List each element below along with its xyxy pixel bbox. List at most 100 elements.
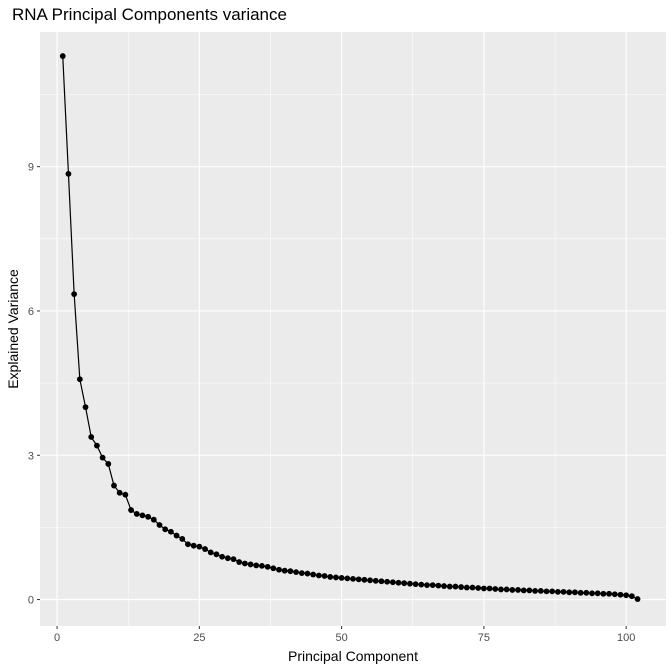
data-point: [594, 590, 601, 597]
data-point: [577, 589, 584, 596]
data-point: [395, 579, 402, 586]
data-point: [207, 549, 214, 556]
series-layer: [59, 53, 641, 602]
data-point: [202, 546, 208, 552]
data-point: [310, 571, 317, 578]
data-point: [611, 591, 618, 598]
data-point: [139, 512, 146, 519]
data-point: [94, 442, 100, 449]
data-point: [264, 563, 271, 570]
y-tick-label: 0: [28, 595, 34, 607]
data-point: [298, 570, 305, 576]
data-point: [441, 583, 447, 589]
data-point: [560, 588, 567, 595]
plot-panel: [40, 32, 666, 626]
data-point: [401, 580, 408, 587]
data-point: [185, 541, 191, 548]
data-point: [236, 559, 243, 565]
data-point: [167, 528, 174, 535]
x-tick-label: 75: [478, 632, 490, 644]
data-point: [532, 587, 539, 594]
data-point: [196, 543, 203, 550]
x-tick-label: 0: [54, 632, 60, 644]
data-point: [105, 461, 112, 467]
data-point: [634, 596, 641, 602]
data-point: [424, 582, 430, 589]
data-point: [509, 587, 516, 593]
data-point: [162, 526, 169, 533]
data-point: [355, 576, 362, 583]
data-point: [116, 489, 123, 496]
data-point: [156, 522, 163, 528]
data-point: [253, 562, 260, 569]
data-point: [230, 556, 237, 563]
data-point: [503, 586, 510, 593]
data-point: [293, 569, 299, 576]
data-point: [145, 513, 152, 520]
data-point: [446, 583, 453, 590]
data-point: [270, 565, 277, 572]
data-point: [384, 578, 391, 585]
data-point: [344, 575, 351, 582]
data-point: [623, 592, 630, 599]
data-point: [179, 536, 186, 542]
data-point: [219, 553, 226, 560]
grid-major: [40, 32, 666, 626]
data-point: [276, 566, 282, 573]
data-point: [82, 404, 89, 411]
x-tick-label: 100: [617, 632, 635, 644]
data-point: [480, 585, 487, 592]
data-point: [224, 555, 231, 562]
data-point: [59, 53, 66, 59]
y-axis: 0 3 6 9: [28, 162, 40, 607]
chart-title: RNA Principal Components variance: [12, 5, 287, 24]
data-point: [333, 574, 339, 581]
grid-minor: [40, 32, 666, 626]
data-point: [515, 587, 521, 593]
data-point: [247, 561, 254, 568]
x-axis-title: Principal Component: [288, 648, 418, 664]
data-point: [628, 593, 635, 600]
data-point: [452, 583, 459, 590]
data-point: [122, 491, 129, 498]
data-point: [543, 588, 550, 595]
data-point: [589, 590, 595, 597]
data-point: [281, 567, 288, 574]
data-point: [378, 578, 385, 585]
data-point: [367, 577, 373, 584]
data-point: [492, 586, 499, 592]
data-point: [190, 542, 197, 549]
data-point: [315, 572, 322, 579]
data-point: [537, 587, 544, 594]
data-point: [486, 585, 493, 592]
data-point: [498, 586, 504, 593]
data-point: [520, 587, 527, 594]
data-point: [133, 511, 140, 517]
data-point: [111, 482, 117, 489]
data-point: [241, 560, 248, 567]
data-point: [259, 562, 265, 569]
data-point: [389, 579, 396, 586]
data-point: [566, 589, 573, 596]
data-point: [435, 582, 442, 589]
data-point: [475, 585, 482, 591]
data-point: [572, 589, 578, 596]
x-axis: 0 25 50 75 100: [54, 626, 635, 644]
data-point: [617, 591, 624, 598]
x-tick-label: 25: [193, 632, 205, 644]
data-point: [554, 588, 561, 595]
data-point: [150, 516, 157, 523]
data-point: [173, 532, 180, 539]
data-point: [361, 576, 368, 583]
data-point: [412, 581, 419, 588]
data-point: [463, 584, 470, 591]
data-point: [429, 582, 436, 589]
data-point: [600, 590, 607, 597]
data-point: [469, 584, 476, 591]
data-point: [407, 580, 413, 587]
x-tick-label: 50: [335, 632, 347, 644]
data-point: [372, 577, 379, 584]
data-point: [606, 590, 612, 597]
data-point: [88, 434, 95, 440]
